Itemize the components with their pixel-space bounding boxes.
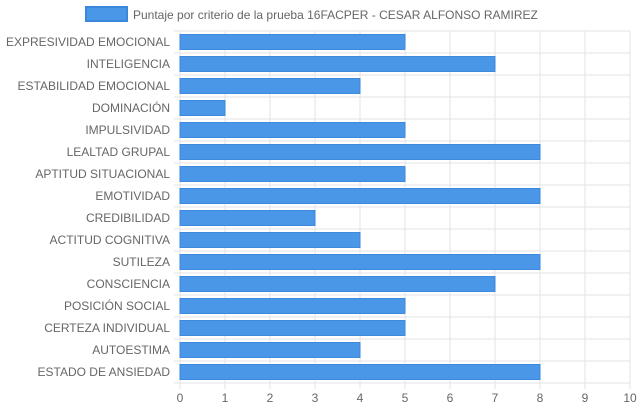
x-tick-label: 2 [267, 391, 274, 405]
bar [179, 232, 361, 248]
y-axis-label: ACTITUD COGNITIVA [50, 233, 170, 247]
bar [179, 144, 541, 160]
bar [179, 100, 226, 116]
bar [179, 364, 541, 380]
x-tick-label: 10 [623, 391, 637, 405]
bar [179, 342, 361, 358]
bar [179, 320, 406, 336]
y-axis-label: APTITUD SITUACIONAL [35, 167, 170, 181]
bar [179, 166, 406, 182]
x-tick-label: 3 [312, 391, 319, 405]
y-axis-label: ESTADO DE ANSIEDAD [38, 365, 171, 379]
y-axis-label: DOMINACIÓN [92, 100, 170, 115]
x-tick-label: 1 [222, 391, 229, 405]
y-axis-labels: EXPRESIVIDAD EMOCIONAL INTELIGENCIA ESTABI… [6, 35, 170, 379]
bar [179, 298, 406, 314]
legend-swatch[interactable] [85, 6, 128, 22]
bar [179, 78, 361, 94]
y-axis-label: AUTOESTIMA [92, 343, 170, 357]
y-axis-label: EXPRESIVIDAD EMOCIONAL [6, 35, 170, 49]
bar [179, 122, 406, 138]
y-axis-label: ESTABILIDAD EMOCIONAL [18, 79, 171, 93]
x-tick-label: 7 [492, 391, 499, 405]
y-axis-label: CONSCIENCIA [87, 277, 170, 291]
y-axis-label: INTELIGENCIA [87, 57, 170, 71]
grid [174, 30, 631, 389]
x-tick-label: 9 [582, 391, 589, 405]
bar [179, 254, 541, 270]
y-axis-label: POSICIÓN SOCIAL [64, 298, 170, 313]
bar [179, 188, 541, 204]
x-tick-label: 6 [447, 391, 454, 405]
legend-label[interactable]: Puntaje por criterio de la prueba 16FACP… [133, 8, 538, 22]
bars [179, 34, 541, 380]
x-tick-label: 5 [402, 391, 409, 405]
x-tick-label: 4 [357, 391, 364, 405]
bar [179, 210, 316, 226]
bar [179, 276, 496, 292]
legend[interactable]: Puntaje por criterio de la prueba 16FACP… [85, 6, 538, 22]
y-axis-label: CERTEZA INDIVIDUAL [44, 321, 170, 335]
bar [179, 34, 406, 50]
x-tick-label: 0 [177, 391, 184, 405]
y-axis-label: LEALTAD GRUPAL [67, 145, 171, 159]
bar [179, 56, 496, 72]
x-tick-label: 8 [537, 391, 544, 405]
y-axis-label: SUTILEZA [113, 255, 170, 269]
y-axis-label: IMPULSIVIDAD [85, 123, 170, 137]
y-axis-label: CREDIBILIDAD [86, 211, 170, 225]
x-axis-ticks: 0 1 2 3 4 5 6 7 8 9 10 [177, 391, 637, 405]
y-axis-label: EMOTIVIDAD [95, 189, 170, 203]
